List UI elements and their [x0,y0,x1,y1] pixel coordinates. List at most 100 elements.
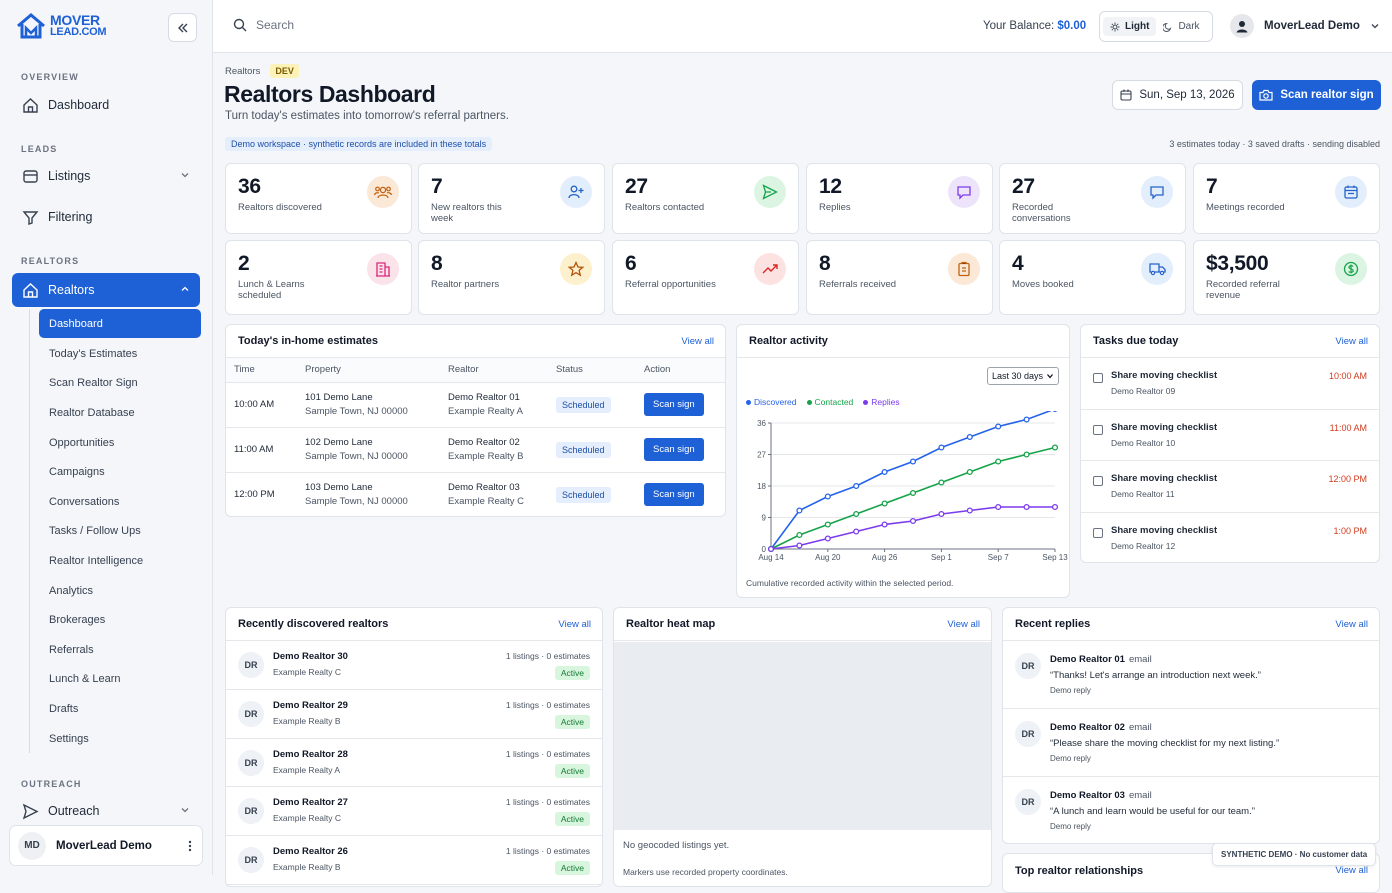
subnav-drafts[interactable]: Drafts [30,694,201,724]
stat-card-meetings-recorded[interactable]: 7 Meetings recorded [1193,163,1380,234]
section-outreach: OUTREACH [21,779,82,789]
status-badge: Active [555,861,590,875]
topbar: Search Your Balance: $0.00 Light Dark Mo… [213,0,1392,53]
legend-contacted[interactable]: Contacted [807,397,854,407]
balance-label: Your Balance: [983,20,1054,32]
task-checkbox[interactable] [1093,425,1103,435]
stat-value: 27 [625,175,648,199]
tasks-view-all-link[interactable]: View all [1335,336,1368,347]
replies-view-all-link[interactable]: View all [1335,619,1368,630]
nav-realtors-label: Realtors [48,283,95,297]
chevron-down-icon [180,170,190,180]
nav-listings[interactable]: Listings [12,159,200,193]
subnav-analytics[interactable]: Analytics [30,576,201,606]
estimates-view-all-link[interactable]: View all [681,336,714,347]
realtor-name[interactable]: Demo Realtor 03 [448,482,548,493]
subnav-settings[interactable]: Settings [30,724,201,754]
stat-card-moves-booked[interactable]: 4 Moves booked [999,240,1186,315]
subnav-todays-estimates[interactable]: Today's Estimates [30,339,201,369]
stat-card-replies[interactable]: 12 Replies [806,163,993,234]
range-select[interactable]: Last 30 days [987,367,1059,385]
subnav-referrals[interactable]: Referrals [30,635,201,665]
scan-sign-button[interactable]: Scan sign [644,438,704,461]
subnav-tasks[interactable]: Tasks / Follow Ups [30,517,201,547]
stat-card-referral-opportunities[interactable]: 6 Referral opportunities [612,240,799,315]
stat-card-recorded-conversations[interactable]: 27 Recorded conversations [999,163,1186,234]
legend-discovered[interactable]: Discovered [746,397,797,407]
sidebar-profile[interactable]: MD MoverLead Demo [9,825,203,866]
date-picker-button[interactable]: Sun, Sep 13, 2026 [1112,80,1243,110]
task-checkbox[interactable] [1093,476,1103,486]
subnav-realtor-intelligence[interactable]: Realtor Intelligence [30,546,201,576]
breadcrumb-realtors[interactable]: Realtors [225,66,260,77]
scan-sign-button[interactable]: Scan sign [644,393,704,416]
data-point-contacted [1024,452,1029,457]
legend-replies[interactable]: Replies [863,397,899,407]
nav-outreach[interactable]: Outreach [12,794,200,828]
subnav-realtor-database[interactable]: Realtor Database [30,398,201,428]
stat-card-realtors-discovered[interactable]: 36 Realtors discovered [225,163,412,234]
header-meta: 3 estimates today · 3 saved drafts · sen… [1169,139,1380,149]
subnav-campaigns[interactable]: Campaigns [30,457,201,487]
stat-value: $3,500 [1206,252,1268,276]
trending-up-icon [754,253,786,285]
subnav-scan-realtor-sign[interactable]: Scan Realtor Sign [30,369,201,399]
realtor-stats: 1 listings · 0 estimates [506,846,590,856]
stat-value: 6 [625,252,636,276]
stat-card-referral-revenue[interactable]: $3,500 Recorded referral revenue [1193,240,1380,315]
theme-light-button[interactable]: Light [1103,17,1156,36]
stat-card-realtors-contacted[interactable]: 27 Realtors contacted [612,163,799,234]
dollar-icon [1335,253,1367,285]
realtor-name[interactable]: Demo Realtor 02 [448,437,548,448]
task-checkbox[interactable] [1093,373,1103,383]
theme-dark-button[interactable]: Dark [1156,17,1206,36]
task-checkbox[interactable] [1093,528,1103,538]
reply-tag: Demo reply [1050,686,1091,695]
data-point-discovered [996,424,1001,429]
search-input[interactable]: Search [233,18,294,32]
stat-card-new-realtors[interactable]: 7 New realtors this week [418,163,605,234]
realtor-name[interactable]: Demo Realtor 01 [448,392,548,403]
scan-sign-button[interactable]: Scan sign [644,483,704,506]
subnav-opportunities[interactable]: Opportunities [30,428,201,458]
more-vertical-icon[interactable] [188,840,192,852]
collapse-sidebar-button[interactable] [168,13,197,42]
x-tick-label: Aug 26 [872,553,898,562]
subnav-brokerages[interactable]: Brokerages [30,605,201,635]
property-city: Sample Town, NJ 00000 [305,496,440,507]
data-point-contacted [882,501,887,506]
nav-filtering[interactable]: Filtering [12,200,200,234]
chart-caption: Cumulative recorded activity within the … [746,578,953,588]
subnav-dashboard[interactable]: Dashboard [39,309,201,338]
heatmap-view-all-link[interactable]: View all [947,619,980,630]
top-relationships-view-all-link[interactable]: View all [1335,865,1368,876]
user-menu[interactable]: MoverLead Demo [1230,14,1380,38]
nav-dashboard[interactable]: Dashboard [12,88,200,122]
stat-card-referrals-received[interactable]: 8 Referrals received [806,240,993,315]
stat-card-lunch-learns[interactable]: 2 Lunch & Learns scheduled [225,240,412,315]
scan-realtor-sign-button[interactable]: Scan realtor sign [1252,80,1381,110]
subnav-conversations[interactable]: Conversations [30,487,201,517]
subnav-lunch-learn[interactable]: Lunch & Learn [30,665,201,695]
cell-status: Scheduled [548,382,636,427]
map-area[interactable] [614,642,992,830]
stat-value: 12 [819,175,842,199]
stat-card-realtor-partners[interactable]: 8 Realtor partners [418,240,605,315]
nav-realtors[interactable]: Realtors [12,273,200,307]
chat-icon [948,176,980,208]
reply-tag: Demo reply [1050,822,1091,831]
recent-realtors-view-all-link[interactable]: View all [558,619,591,630]
